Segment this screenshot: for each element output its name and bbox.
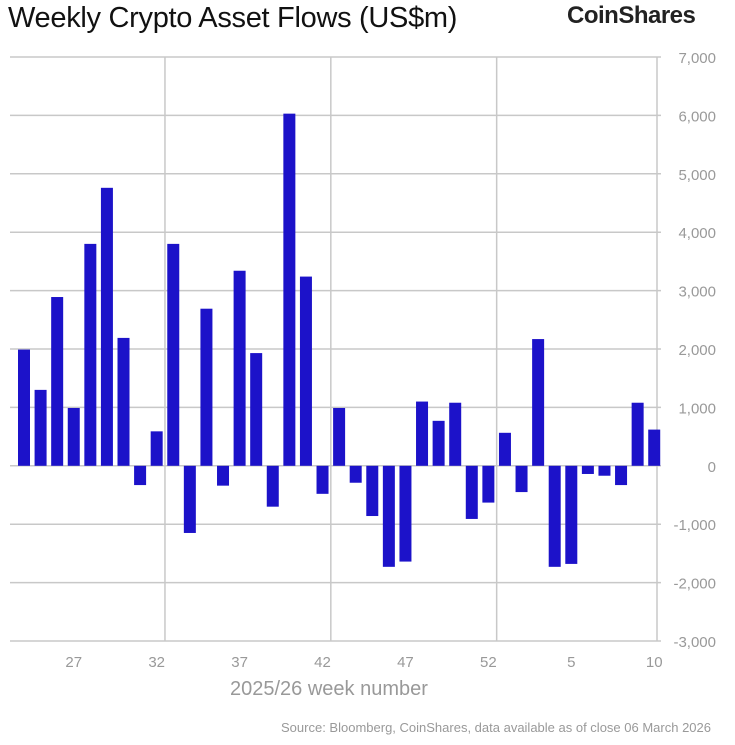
x-axis-label: 2025/26 week number [230,678,428,700]
bar-week-25 [34,389,47,466]
bar-week-4 [548,465,561,567]
x-tick-label: 42 [314,654,331,671]
bar-week-31 [134,465,147,486]
bar-week-42 [316,465,329,494]
bar-week-45 [366,465,379,517]
x-tick-label: 32 [148,654,165,671]
bar-week-33 [167,243,180,466]
y-tick-label: 4,000 [678,225,716,242]
bar-week-43 [333,407,346,466]
bar-week-46 [382,465,395,567]
y-tick-label: -2,000 [673,576,716,593]
bar-week-41 [299,276,312,466]
bar-week-27 [67,407,80,466]
y-tick-label: 2,000 [678,342,716,359]
bar-week-26 [51,297,64,466]
bar-week-9 [631,402,644,466]
bar-week-37 [233,270,246,466]
x-tick-label: 47 [397,654,414,671]
source-note: Source: Bloomberg, CoinShares, data avai… [281,720,711,735]
bar-week-39 [266,465,279,507]
bar-week-28 [84,243,97,466]
bar-week-3 [532,339,545,466]
y-tick-label: 3,000 [678,284,716,301]
bar-week-32 [150,431,163,466]
bar-week-7 [598,465,611,476]
y-tick-label: 1,000 [678,400,716,417]
y-tick-label: 6,000 [678,108,716,125]
bar-week-52 [482,465,495,503]
bar-week-48 [416,401,429,466]
bar-week-2 [515,465,528,493]
bar-week-35 [200,308,213,466]
bar-week-10 [648,429,661,466]
bar-week-47 [399,465,412,562]
y-tick-label: 5,000 [678,167,716,184]
bar-week-34 [183,465,196,533]
bar-week-30 [117,337,130,466]
y-tick-label: 7,000 [678,50,716,67]
bar-week-6 [581,465,594,474]
bar-week-29 [100,187,113,466]
bar-week-44 [349,465,362,483]
bar-week-51 [465,465,478,519]
bar-week-24 [18,349,30,466]
x-tick-label: 37 [231,654,248,671]
coinshares-logo: CoinShares [567,2,696,29]
bar-week-36 [217,465,230,486]
x-tick-label: 10 [646,654,663,671]
bar-week-49 [432,420,445,466]
bar-week-50 [449,402,462,466]
x-tick-label: 27 [65,654,82,671]
x-tick-label: 52 [480,654,497,671]
y-tick-label: 0 [708,459,716,476]
x-tick-label: 5 [567,654,575,671]
y-tick-label: -3,000 [673,634,716,651]
y-tick-label: -1,000 [673,517,716,534]
bar-week-1 [498,432,511,466]
chart-title: Weekly Crypto Asset Flows (US$m) [8,2,458,34]
bar-week-8 [615,465,628,486]
bar-week-38 [250,353,263,466]
bar-week-40 [283,113,296,466]
bar-week-5 [565,465,578,564]
